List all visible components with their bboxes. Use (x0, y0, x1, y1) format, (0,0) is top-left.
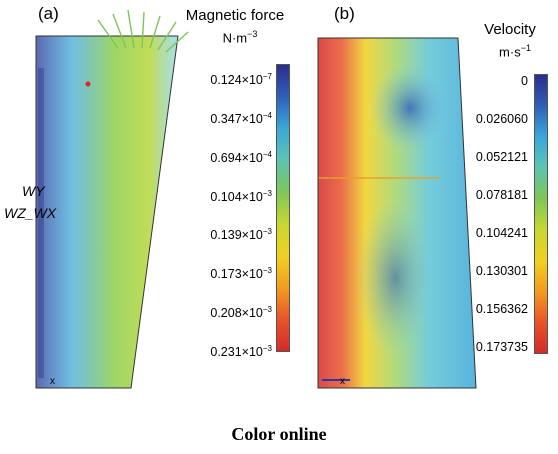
colorbar-a (276, 64, 290, 352)
panel-a-top-arrows (97, 9, 189, 53)
colorbar-a-tick: 0.694×10−4 (210, 149, 272, 165)
colorbar-a-title: Magnetic force (185, 7, 285, 24)
panel-b-velocity-field: x (317, 37, 477, 389)
colorbar-a-tick: 0.124×10−7 (210, 72, 272, 88)
panel-a-label: (a) (38, 4, 59, 23)
panel-b-label: (b) (334, 4, 355, 23)
colorbar-a-ticks: 0.124×10−7 0.347×10−4 0.694×10−4 0.104×10−3… (150, 64, 272, 359)
colorbar-b-tick: 0.078181 (475, 188, 528, 202)
colorbar-b-unit: m·s−1 (499, 43, 531, 60)
colorbar-b-tick: 0.130301 (475, 264, 528, 278)
colorbar-b-title: Velocity (484, 21, 536, 38)
panel-a-left-dots (38, 68, 44, 378)
colorbar-a-tick: 0.208×10−3 (210, 305, 272, 321)
colorbar-a-tick: 0.231×10−3 (210, 344, 272, 360)
colorbar-b-tick: 0.104241 (475, 226, 528, 240)
svg-text:x: x (340, 376, 345, 387)
colorbar-a-tick: 0.347×10−4 (210, 110, 272, 126)
side-label-wz-wx: WZ_WX (4, 205, 57, 221)
panel-a-vector-field: x (35, 9, 189, 389)
figure-caption: Color online (231, 424, 327, 444)
colorbar-b-tick: 0.052121 (475, 150, 528, 164)
colorbar-a-unit: N·m−3 (222, 29, 258, 46)
colorbar-b-tick: 0 (521, 74, 528, 88)
colorbar-b (534, 74, 548, 354)
colorbar-a-tick: 0.139×10−3 (210, 227, 272, 243)
colorbar-a-tick: 0.104×10−3 (210, 188, 272, 204)
side-label-wy: WY (22, 183, 45, 199)
colorbar-a-tick: 0.173×10−3 (210, 266, 272, 282)
colorbar-b-tick: 0.026060 (475, 112, 528, 126)
colorbar-b-tick: 0.156362 (475, 302, 528, 316)
colorbar-b-tick: 0.173735 (475, 340, 528, 354)
colorbar-b-ticks: 0 0.026060 0.052121 0.078181 0.104241 0.13030… (440, 74, 528, 354)
svg-text:x: x (50, 376, 55, 387)
